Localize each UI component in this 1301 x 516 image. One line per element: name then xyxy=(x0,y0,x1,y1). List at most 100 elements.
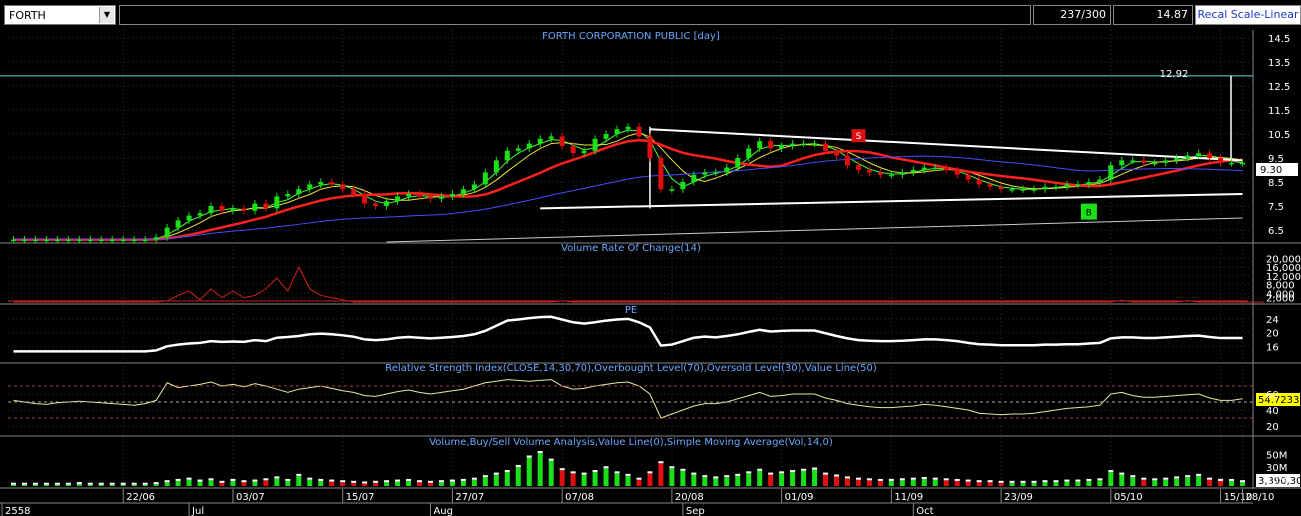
candle-body xyxy=(87,239,93,242)
volume-bar xyxy=(1064,481,1070,486)
volume-cap xyxy=(1064,479,1070,482)
candle-body xyxy=(779,146,785,149)
volume-bar xyxy=(1097,480,1103,486)
candle-body xyxy=(1064,184,1070,187)
volume-cap xyxy=(274,476,280,479)
month-label: Sep xyxy=(686,506,705,516)
chevron-down-icon[interactable]: ▼ xyxy=(99,7,114,23)
volume-cap xyxy=(1240,480,1246,483)
candle-body xyxy=(614,129,620,134)
message-field xyxy=(119,5,1031,25)
candle-body xyxy=(877,172,883,175)
volume-bar xyxy=(910,479,916,486)
candle-body xyxy=(76,239,82,242)
volume-bar xyxy=(614,473,620,486)
volume-bar xyxy=(746,473,752,486)
volume-cap xyxy=(1075,479,1081,482)
candle-body xyxy=(98,239,104,242)
candle-body xyxy=(987,184,993,187)
volume-cap xyxy=(109,482,115,485)
volume-cap xyxy=(812,467,818,470)
volume-bar xyxy=(1086,480,1092,486)
volume-bar xyxy=(1207,479,1213,486)
volume-cap xyxy=(899,478,905,481)
candle-body xyxy=(1086,182,1092,185)
volume-cap xyxy=(384,480,390,483)
candle-body xyxy=(812,143,818,146)
candle-body xyxy=(768,141,774,149)
volume-cap xyxy=(318,478,324,481)
volume-bar xyxy=(1218,480,1224,486)
buy-signal-marker xyxy=(1080,203,1097,220)
x-axis: 22/06 03/07 15/07 27/07 07/08 20/08 01/09 11/09… xyxy=(0,489,1301,516)
volume-value-badge: 3,390,30 xyxy=(1258,476,1301,487)
candle-body xyxy=(395,196,401,202)
price-axis-tick: 10.5 xyxy=(1268,130,1290,141)
candle-body xyxy=(1053,186,1059,189)
volume-cap xyxy=(252,479,258,482)
candle-body xyxy=(954,170,960,175)
volume-cap xyxy=(219,480,225,483)
volume-bar xyxy=(691,474,697,486)
volume-bar xyxy=(1174,478,1180,486)
recal-scale-button[interactable]: Recal Scale-Linear xyxy=(1195,5,1301,25)
candle-body xyxy=(1108,165,1114,180)
volume-bar xyxy=(438,482,444,486)
volume-bar xyxy=(131,484,137,486)
date-label: 27/07 xyxy=(455,492,484,503)
volume-cap xyxy=(241,480,247,483)
candle-body xyxy=(263,203,269,209)
vroc-axis-tick: 16,000 xyxy=(1266,263,1301,274)
candle-body xyxy=(438,196,444,199)
candle-body xyxy=(307,184,313,190)
volume-bar xyxy=(197,481,203,486)
volume-cap xyxy=(98,482,104,485)
candle-body xyxy=(1130,160,1136,162)
volume-axis-tick: 10M xyxy=(1266,476,1287,487)
volume-cap xyxy=(943,478,949,481)
volume-cap xyxy=(526,455,532,458)
candle-body xyxy=(1141,160,1147,163)
volume-pane-title: Volume,Buy/Sell Volume Analysis,Value Li… xyxy=(429,437,833,448)
volume-cap xyxy=(614,471,620,474)
candle-body xyxy=(515,148,521,151)
volume-cap xyxy=(1086,478,1092,481)
volume-axis-tick: 30M xyxy=(1266,463,1287,474)
candle-body xyxy=(570,146,576,154)
candle-body xyxy=(1119,160,1125,166)
volume-bar xyxy=(647,473,653,486)
candle-body xyxy=(329,182,335,185)
volume-cap xyxy=(417,480,423,483)
volume-cap xyxy=(307,477,313,480)
chart-area[interactable]: SB FORTH CORPORATION PUBLIC [day] Volume… xyxy=(0,30,1301,516)
volume-cap xyxy=(482,475,488,478)
pe-axis-tick: 20 xyxy=(1266,329,1279,340)
candle-body xyxy=(680,182,686,190)
volume-cap xyxy=(32,482,38,485)
volume-cap xyxy=(460,478,466,481)
volume-cap xyxy=(779,471,785,474)
month-label: 2558 xyxy=(5,506,30,516)
moving-average-line xyxy=(13,132,1243,241)
candle-body xyxy=(801,143,807,146)
volume-bar xyxy=(1152,480,1158,486)
volume-bar xyxy=(21,484,27,486)
volume-cap xyxy=(823,472,829,475)
candle-body xyxy=(537,138,543,144)
candle-body xyxy=(702,172,708,175)
bar-count: 237/300 xyxy=(1033,5,1111,25)
volume-cap xyxy=(855,477,861,480)
volume-cap xyxy=(1130,475,1136,478)
volume-bar xyxy=(1075,481,1081,486)
volume-cap xyxy=(833,474,839,477)
volume-bar xyxy=(812,469,818,486)
volume-bar xyxy=(76,484,82,486)
volume-cap xyxy=(43,482,49,485)
volume-cap xyxy=(153,482,159,485)
candle-body xyxy=(625,126,631,130)
volume-bar xyxy=(1163,479,1169,486)
volume-cap xyxy=(449,479,455,482)
candle-body xyxy=(636,126,642,137)
volume-bar xyxy=(833,476,839,486)
symbol-select[interactable]: FORTH ▼ xyxy=(4,5,116,25)
